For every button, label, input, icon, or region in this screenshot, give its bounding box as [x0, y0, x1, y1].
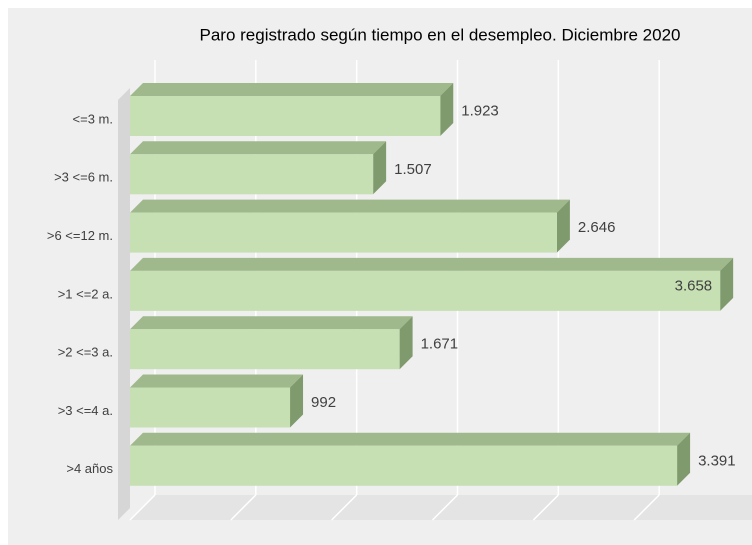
- bar: [130, 212, 557, 253]
- bar-side: [677, 432, 691, 486]
- bar-side: [440, 83, 454, 136]
- y-tick-label: >1 <=2 a.: [58, 286, 113, 301]
- floor-grid-line: [431, 494, 459, 521]
- y-tick-label: >6 <=12 m.: [47, 228, 113, 243]
- floor-grid-line: [331, 494, 358, 521]
- bar-side: [556, 199, 570, 253]
- left-wall: [118, 88, 130, 520]
- bar-side: [720, 257, 734, 311]
- value-label: 1.923: [461, 102, 499, 119]
- bar-top: [130, 141, 387, 155]
- bar: [130, 96, 441, 136]
- value-label: 3.391: [698, 452, 736, 469]
- bar-top: [130, 257, 734, 271]
- bar: [130, 329, 400, 370]
- bar: [130, 445, 678, 486]
- bar-top: [130, 316, 413, 330]
- bar-side: [373, 141, 387, 195]
- bar-side: [290, 374, 304, 428]
- bar-top: [130, 83, 454, 96]
- floor-grid-line: [230, 494, 257, 521]
- value-label: 1.507: [394, 161, 432, 178]
- y-tick-label: >4 años: [66, 461, 113, 476]
- chart-title: Paro registrado según tiempo en el desem…: [200, 25, 681, 44]
- bar-top: [130, 199, 570, 213]
- y-tick-label: >2 <=3 a.: [58, 345, 113, 360]
- floor-grid-line: [532, 494, 559, 521]
- bar: [130, 270, 721, 311]
- y-tick-label: >3 <=4 a.: [58, 403, 113, 418]
- y-tick-label: <=3 m.: [73, 111, 113, 126]
- floor-grid-line: [633, 494, 660, 521]
- bar: [130, 154, 374, 195]
- bar-top: [130, 432, 691, 446]
- bar-side: [399, 316, 413, 370]
- bar-top: [130, 374, 304, 388]
- bar: [130, 387, 291, 428]
- value-label: 992: [311, 394, 336, 411]
- value-label: 3.658: [675, 277, 713, 294]
- value-label: 1.671: [421, 336, 459, 353]
- floor: [130, 495, 752, 520]
- value-label: 2.646: [578, 219, 616, 236]
- y-tick-label: >3 <=6 m.: [54, 170, 113, 185]
- floor-grid-line: [129, 494, 156, 521]
